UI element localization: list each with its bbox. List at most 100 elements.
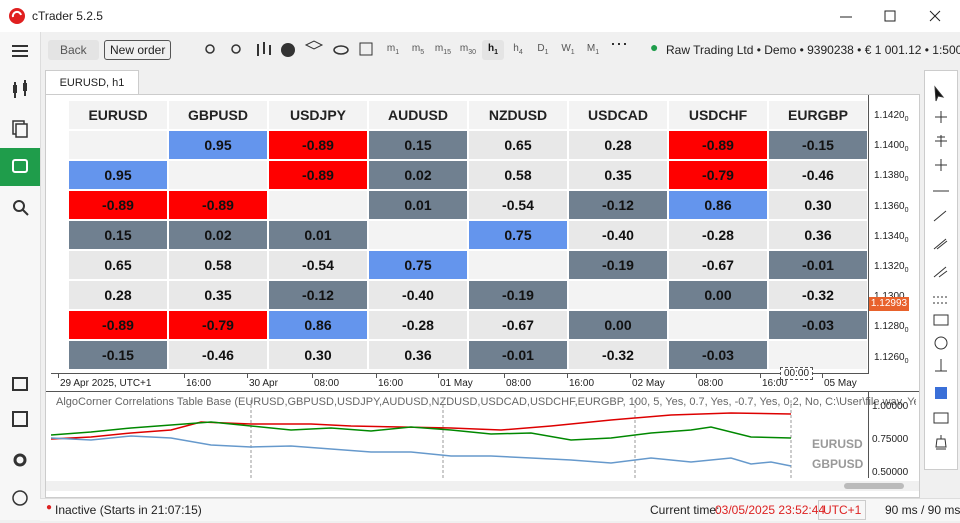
- time-tick-mark: [822, 373, 823, 378]
- new-order-button[interactable]: New order: [104, 40, 172, 60]
- title-bar: cTrader 5.2.5: [0, 0, 960, 32]
- time-tick-mark: [247, 373, 248, 378]
- correlation-cell: -0.89: [269, 131, 367, 159]
- time-tick-label: 08:00: [314, 378, 340, 389]
- correlation-cell: 0.02: [169, 221, 267, 249]
- price-pip: 0: [904, 176, 909, 184]
- indicator-label: AlgoCorner Correlations Table Base (EURU…: [56, 396, 916, 408]
- correlation-cell: -0.03: [669, 341, 767, 369]
- correlation-cell: 0.00: [569, 311, 667, 339]
- correlation-cell: 0.30: [269, 341, 367, 369]
- correlation-cell: -0.01: [469, 341, 567, 369]
- drawing-tools[interactable]: [925, 71, 957, 469]
- price-tick-label: 1.12800: [874, 321, 909, 334]
- timeframe-letter: m: [386, 43, 396, 54]
- indicator-tick-label: 0.75000: [872, 434, 909, 445]
- correlation-cell: 0.28: [69, 281, 167, 309]
- correlation-cell: [169, 161, 267, 189]
- time-label: Current time:: [650, 503, 720, 517]
- column-header: USDJPY: [269, 101, 367, 129]
- timeframe-button[interactable]: D1: [532, 40, 554, 60]
- current-price: 1.12993: [869, 297, 909, 311]
- more[interactable]: ⋯: [610, 34, 629, 54]
- back-button[interactable]: Back: [48, 40, 99, 60]
- timeframe-letter: h: [487, 43, 495, 54]
- sidebar-icons[interactable]: [0, 32, 40, 520]
- correlation-cell: [769, 341, 867, 369]
- correlation-cell: 0.86: [269, 311, 367, 339]
- price-pip: 0: [904, 206, 909, 214]
- price-axis-divider: [868, 95, 869, 373]
- toolbar-icons[interactable]: [200, 40, 390, 60]
- timeframe-sub: 1: [395, 49, 400, 56]
- correlation-cell: -0.46: [769, 161, 867, 189]
- time-tick-mark: [438, 373, 439, 378]
- correlation-cell: [669, 311, 767, 339]
- price-tick-label: 1.12600: [874, 352, 909, 365]
- correlation-cell: 0.58: [469, 161, 567, 189]
- correlation-cell: -0.40: [569, 221, 667, 249]
- price-tick-label: 1.13200: [874, 261, 909, 274]
- timeframe-button[interactable]: m5: [407, 40, 429, 60]
- timeframe-letter: D: [537, 43, 545, 54]
- time-tick-label: 16:00: [378, 378, 404, 389]
- correlation-cell: 0.35: [569, 161, 667, 189]
- timeframe-button[interactable]: h1: [482, 40, 504, 60]
- correlation-cell: 0.95: [69, 161, 167, 189]
- correlation-cell: 0.15: [69, 221, 167, 249]
- scrollbar-thumb[interactable]: [844, 483, 904, 489]
- price-main: 1.1360: [874, 200, 905, 212]
- correlation-cell: 0.65: [69, 251, 167, 279]
- latency: 90 ms / 90 ms: [885, 503, 960, 517]
- timeframe-button[interactable]: m1: [382, 40, 404, 60]
- correlation-cell: -0.32: [769, 281, 867, 309]
- timeframe-sub: 5: [420, 49, 425, 56]
- column-header: NZDUSD: [469, 101, 567, 129]
- correlation-cell: -0.54: [469, 191, 567, 219]
- correlation-cell: 0.58: [169, 251, 267, 279]
- price-tick-label: 1.13400: [874, 231, 909, 244]
- legend-entry: GBPUSD: [812, 457, 864, 471]
- chart-tab[interactable]: EURUSD, h1: [45, 70, 139, 95]
- price-tick-label: 1.13800: [874, 170, 909, 183]
- column-header: USDCAD: [569, 101, 667, 129]
- price-main: 1.1280: [874, 321, 905, 333]
- correlation-cell: -0.89: [669, 131, 767, 159]
- correlation-cell: [69, 131, 167, 159]
- price-tick-label: 1.14000: [874, 140, 909, 153]
- timeframe-letter: W: [561, 43, 571, 54]
- column-header: AUDUSD: [369, 101, 467, 129]
- correlation-cell: 0.75: [369, 251, 467, 279]
- price-pip: 0: [904, 116, 909, 123]
- correlation-cell: 0.75: [469, 221, 567, 249]
- price-tick-label: 1.13600: [874, 201, 909, 214]
- correlation-cell: -0.19: [569, 251, 667, 279]
- price-main: 1.1400: [874, 140, 905, 152]
- pane-axis-divider: [868, 392, 869, 478]
- timeframe-letter: M: [586, 43, 596, 54]
- time-tick-mark: [504, 373, 505, 378]
- correlation-cell: [569, 281, 667, 309]
- correlation-cell: -0.89: [169, 191, 267, 219]
- correlation-cell: -0.15: [69, 341, 167, 369]
- window-title: cTrader 5.2.5: [32, 9, 103, 23]
- correlation-cell: -0.28: [669, 221, 767, 249]
- timeframe-button[interactable]: W1: [557, 40, 579, 60]
- correlation-cell: -0.28: [369, 311, 467, 339]
- timeframe-button[interactable]: M1: [582, 40, 604, 60]
- timeframe-button[interactable]: m30: [457, 40, 479, 60]
- timeframe-button[interactable]: m15: [432, 40, 454, 60]
- app-icon: [9, 8, 25, 24]
- bot-status: Inactive (Starts in 21:07:15): [55, 503, 202, 517]
- timeframe-letter: m: [434, 43, 444, 54]
- correlation-cell: [269, 191, 367, 219]
- timeframe-sub: 1: [544, 49, 549, 56]
- timezone[interactable]: UTC+1: [818, 500, 867, 520]
- window-controls[interactable]: [830, 8, 950, 24]
- account-info[interactable]: Raw Trading Ltd • Demo • 9390238 • € 1 0…: [666, 43, 960, 57]
- correlation-cell: -0.46: [169, 341, 267, 369]
- price-main: 1.1260: [874, 351, 905, 363]
- column-header: GBPUSD: [169, 101, 267, 129]
- column-header: EURGBP: [769, 101, 867, 129]
- timeframe-button[interactable]: h4: [507, 40, 529, 60]
